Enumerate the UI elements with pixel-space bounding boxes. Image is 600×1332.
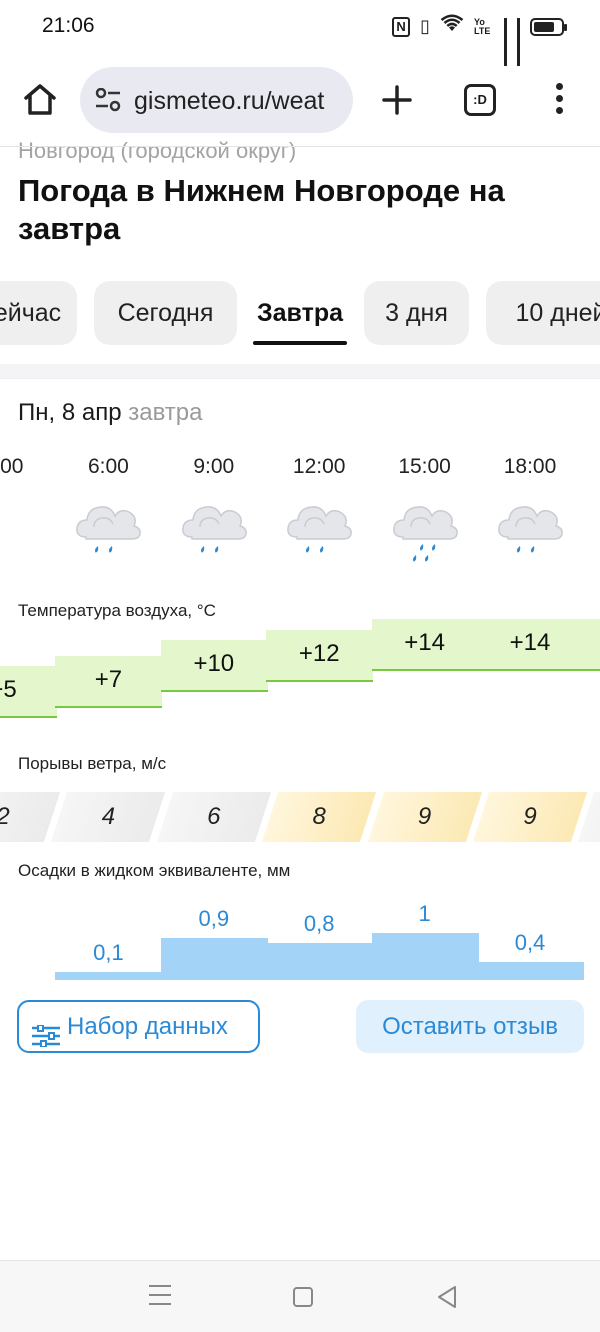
url-text: gismeteo.ru/weat xyxy=(134,87,325,115)
tab-now[interactable]: Сейчас xyxy=(0,281,77,345)
cloud-rain-icon xyxy=(174,489,254,569)
wifi-icon xyxy=(440,14,464,39)
temperature-bar xyxy=(266,629,374,682)
dataset-button[interactable]: Набор данных xyxy=(17,1000,260,1053)
tab-label: 3 дня xyxy=(385,299,448,327)
forecast-card: Пн, 8 апр завтра 3:00 6:00 9:00 12:00 15:00 1… xyxy=(0,378,600,980)
temperature-bar xyxy=(371,619,479,672)
signal-icon xyxy=(504,17,507,66)
home-nav-icon[interactable] xyxy=(293,1287,313,1307)
hour-label: 6:00 xyxy=(87,455,129,478)
section-gap xyxy=(0,364,600,380)
period-tabs: Сейчас Сегодня Завтра 3 дня 10 дней xyxy=(0,281,600,347)
precip-bar xyxy=(477,961,584,980)
system-nav-bar xyxy=(0,1260,600,1332)
cloud-rain-icon xyxy=(490,489,570,569)
precip-value: 0 xyxy=(0,951,5,977)
temperature-value: +5 xyxy=(0,676,17,703)
wind-row: 2 4 6 8 9 9 xyxy=(0,792,600,842)
tabs-icon[interactable]: :D xyxy=(464,84,496,116)
precip-value: 0,9 xyxy=(198,905,230,931)
tab-label: Завтра xyxy=(256,299,344,327)
status-icons: N ▯ Yo LTE xyxy=(392,14,567,66)
wind-value: 8 xyxy=(312,803,326,830)
precip-value: 0,8 xyxy=(303,910,335,936)
precip-value: 0,4 xyxy=(514,929,546,955)
tab-label: 10 дней xyxy=(515,299,600,327)
temperature-bar xyxy=(55,655,163,708)
vibrate-icon: ▯ xyxy=(420,16,430,36)
browser-toolbar: gismeteo.ru/weat :D xyxy=(0,60,600,144)
cloud-heavy-rain-icon xyxy=(385,489,465,569)
tab-3-days[interactable]: 3 дня xyxy=(364,281,469,345)
volte-icon: Yo LTE xyxy=(474,16,491,36)
page-title: Погода в Нижнем Новгороде на завтра xyxy=(18,173,505,246)
temperature-value: +7 xyxy=(94,665,123,693)
tab-tomorrow[interactable]: Завтра xyxy=(253,281,347,345)
status-time: 21:06 xyxy=(42,14,95,37)
dataset-button-label: Набор данных xyxy=(67,1013,228,1040)
day-label: Пн, 8 апр завтра xyxy=(18,399,202,427)
tab-today[interactable]: Сегодня xyxy=(94,281,237,345)
feedback-button[interactable]: Оставить отзыв xyxy=(356,1000,584,1053)
temperature-bar xyxy=(160,640,268,692)
temperature-value: +12 xyxy=(298,639,340,667)
new-tab-icon[interactable] xyxy=(379,82,415,118)
temperature-value: +14 xyxy=(509,629,551,657)
precip-row: 0 0,1 0,9 0,8 1 0,4 xyxy=(0,899,600,980)
hours-row: 3:00 6:00 9:00 12:00 15:00 18:00 xyxy=(0,455,600,485)
cloud-rain-icon xyxy=(68,489,148,569)
cloud-rain-icon xyxy=(279,489,359,569)
hour-label: 18:00 xyxy=(503,455,557,478)
recent-apps-icon[interactable] xyxy=(149,1285,171,1307)
temperature-value: +10 xyxy=(193,650,235,677)
status-bar: 21:06 N ▯ Yo LTE xyxy=(0,0,600,66)
wind-value: 2 xyxy=(0,803,56,831)
temperature-row: +5 +7 +10 +12 +14 +14 xyxy=(0,619,600,734)
wind-value: 9 xyxy=(417,803,432,830)
home-icon[interactable] xyxy=(20,80,60,120)
toolbar-divider xyxy=(0,146,600,147)
address-bar[interactable]: gismeteo.ru/weat xyxy=(80,67,353,133)
precip-bar xyxy=(160,937,268,980)
wind-value: 6 xyxy=(207,803,221,830)
more-vert-icon[interactable] xyxy=(552,80,566,120)
breadcrumb[interactable]: Новгород (городской округ) xyxy=(18,138,297,163)
temperature-value: +14 xyxy=(404,629,445,657)
wind-value: 9 xyxy=(523,803,537,830)
temperature-bar xyxy=(0,666,57,718)
nfc-icon: N xyxy=(392,16,411,37)
temperature-bar xyxy=(477,619,584,672)
site-settings-icon[interactable] xyxy=(94,87,122,112)
weather-icons-row xyxy=(0,489,600,569)
sliders-icon xyxy=(31,1015,61,1048)
tab-10-days[interactable]: 10 дней xyxy=(486,281,600,345)
temperature-label: Температура воздуха, °C xyxy=(18,601,216,620)
precip-value: 0,1 xyxy=(93,940,124,965)
precip-label: Осадки в жидком эквиваленте, мм xyxy=(18,861,291,880)
wind-label: Порывы ветра, м/с xyxy=(18,754,167,773)
day-date: Пн, 8 апр xyxy=(18,399,122,426)
signal-icon xyxy=(517,17,520,66)
tab-label: Сегодня xyxy=(117,299,214,327)
night-cloudy-icon xyxy=(0,489,8,569)
back-icon[interactable] xyxy=(436,1285,458,1309)
hour-label: 12:00 xyxy=(292,455,346,478)
precip-bar xyxy=(371,933,479,980)
wind-value: 4 xyxy=(101,803,116,830)
temperature-bar xyxy=(582,619,600,672)
hour-label: 15:00 xyxy=(398,455,451,478)
precip-bar xyxy=(55,972,163,980)
hour-label: 3:00 xyxy=(0,455,24,478)
precip-bar xyxy=(266,942,374,980)
tab-label: Сейчас xyxy=(0,299,62,327)
precip-value: 1 xyxy=(418,901,431,926)
hour-label: 9:00 xyxy=(193,455,235,478)
battery-icon xyxy=(530,17,567,36)
day-note: завтра xyxy=(128,399,203,426)
